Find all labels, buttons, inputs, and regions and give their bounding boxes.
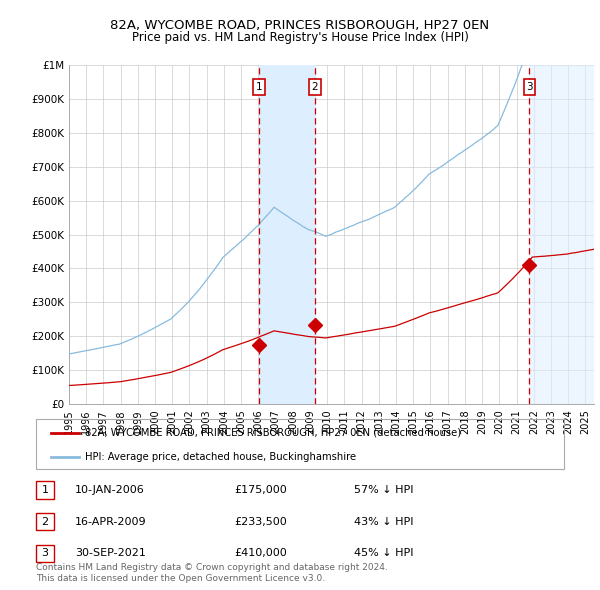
Text: 16-APR-2009: 16-APR-2009 (75, 517, 146, 526)
Text: 43% ↓ HPI: 43% ↓ HPI (354, 517, 413, 526)
Text: 57% ↓ HPI: 57% ↓ HPI (354, 485, 413, 494)
Text: Contains HM Land Registry data © Crown copyright and database right 2024.: Contains HM Land Registry data © Crown c… (36, 563, 388, 572)
Text: 3: 3 (41, 549, 49, 558)
Text: This data is licensed under the Open Government Licence v3.0.: This data is licensed under the Open Gov… (36, 574, 325, 583)
Text: £410,000: £410,000 (234, 549, 287, 558)
Text: 10-JAN-2006: 10-JAN-2006 (75, 485, 145, 494)
Text: 45% ↓ HPI: 45% ↓ HPI (354, 549, 413, 558)
Text: 3: 3 (526, 82, 533, 92)
Text: Price paid vs. HM Land Registry's House Price Index (HPI): Price paid vs. HM Land Registry's House … (131, 31, 469, 44)
Text: 82A, WYCOMBE ROAD, PRINCES RISBOROUGH, HP27 0EN (detached house): 82A, WYCOMBE ROAD, PRINCES RISBOROUGH, H… (85, 428, 461, 438)
Text: 82A, WYCOMBE ROAD, PRINCES RISBOROUGH, HP27 0EN: 82A, WYCOMBE ROAD, PRINCES RISBOROUGH, H… (110, 19, 490, 32)
Text: £175,000: £175,000 (234, 485, 287, 494)
Text: HPI: Average price, detached house, Buckinghamshire: HPI: Average price, detached house, Buck… (85, 451, 356, 461)
Bar (529, 65, 594, 404)
Text: 2: 2 (41, 517, 49, 526)
Text: 1: 1 (41, 485, 49, 494)
Text: £233,500: £233,500 (234, 517, 287, 526)
Text: 2: 2 (311, 82, 318, 92)
Bar (259, 65, 315, 404)
Text: 1: 1 (256, 82, 262, 92)
Text: 30-SEP-2021: 30-SEP-2021 (75, 549, 146, 558)
